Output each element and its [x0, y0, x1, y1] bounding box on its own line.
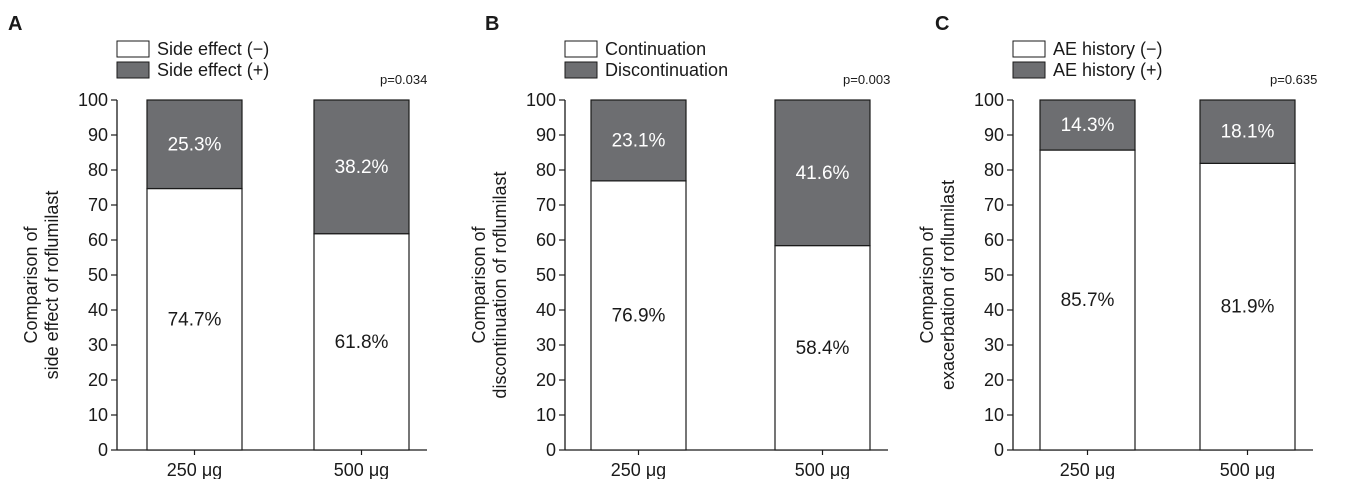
data-label: 58.4% [796, 338, 850, 359]
y-tick-label: 80 [88, 160, 108, 180]
y-tick-label: 100 [526, 90, 556, 110]
bar-segment [774, 245, 871, 451]
legend-label: Continuation [605, 39, 706, 59]
y-tick-label: 0 [994, 440, 1004, 460]
y-tick-label: 80 [984, 160, 1004, 180]
legend-swatch [116, 61, 150, 79]
p-value: p=0.003 [843, 72, 890, 87]
bar-segment [313, 233, 410, 451]
p-value: p=0.635 [1270, 72, 1317, 87]
y-tick-label: 90 [536, 125, 556, 145]
y-tick-label: 70 [536, 195, 556, 215]
y-tick-label: 40 [88, 300, 108, 320]
y-tick-label: 50 [536, 265, 556, 285]
panel-letter: A [8, 13, 22, 35]
y-tick-label: 90 [984, 125, 1004, 145]
legend-label: AE history (−) [1053, 39, 1163, 59]
legend-swatch [564, 61, 598, 79]
y-tick-label: 60 [88, 230, 108, 250]
x-tick-label: 500 μg [334, 460, 389, 479]
y-axis-title: Comparison ofexacerbation of roflumilast [917, 180, 958, 390]
data-label: 76.9% [612, 305, 666, 326]
y-tick-label: 10 [984, 405, 1004, 425]
bar-segment [146, 187, 243, 451]
y-axis-title-line: side effect of roflumilast [42, 191, 62, 380]
x-tick-label: 250 μg [611, 460, 666, 479]
legend-swatch [564, 40, 598, 58]
bar-segment [1039, 99, 1136, 151]
x-tick-label: 500 μg [1220, 460, 1275, 479]
y-tick-label: 0 [98, 440, 108, 460]
data-label: 74.7% [168, 309, 222, 330]
legend-label: Side effect (−) [157, 39, 269, 59]
bar-segment [590, 99, 687, 182]
data-label: 61.8% [335, 332, 389, 353]
y-tick-label: 60 [984, 230, 1004, 250]
data-label: 23.1% [612, 130, 666, 151]
y-tick-label: 30 [536, 335, 556, 355]
y-tick-label: 10 [88, 405, 108, 425]
y-tick-label: 50 [984, 265, 1004, 285]
legend-swatch [1012, 61, 1046, 79]
data-label: 25.3% [168, 134, 222, 155]
bar-segment [590, 180, 687, 451]
y-axis-title: Comparison ofdiscontinuation of roflumil… [469, 171, 510, 398]
legend-swatch [1012, 40, 1046, 58]
y-tick-label: 0 [546, 440, 556, 460]
y-tick-label: 20 [984, 370, 1004, 390]
y-axis-title-line: Comparison of [469, 225, 489, 343]
y-tick-label: 20 [536, 370, 556, 390]
legend-label: Side effect (+) [157, 60, 269, 80]
y-tick-label: 30 [984, 335, 1004, 355]
x-tick-label: 250 μg [167, 460, 222, 479]
bar-segment [1199, 99, 1296, 164]
y-tick-label: 70 [984, 195, 1004, 215]
panel-letter: B [485, 13, 499, 35]
x-tick-label: 250 μg [1060, 460, 1115, 479]
y-tick-label: 90 [88, 125, 108, 145]
y-tick-label: 20 [88, 370, 108, 390]
data-label: 38.2% [335, 157, 389, 178]
bar-segment [313, 99, 410, 235]
y-axis-title-line: discontinuation of roflumilast [490, 171, 510, 398]
bar-segment [1039, 149, 1136, 451]
y-axis-title-line: Comparison of [21, 225, 41, 343]
legend-label: Discontinuation [605, 60, 728, 80]
y-tick-label: 40 [536, 300, 556, 320]
p-value: p=0.034 [380, 72, 427, 87]
y-tick-label: 60 [536, 230, 556, 250]
y-tick-label: 30 [88, 335, 108, 355]
legend-label: AE history (+) [1053, 60, 1163, 80]
panel-letter: C [935, 13, 949, 35]
bar-segment [774, 99, 871, 247]
y-axis-title: Comparison ofside effect of roflumilast [21, 191, 62, 380]
y-tick-label: 80 [536, 160, 556, 180]
data-label: 81.9% [1221, 297, 1275, 318]
bar-segment [146, 99, 243, 190]
panel-a: A Side effect (−)Side effect (+) p=0.034 Co… [8, 13, 427, 479]
y-tick-label: 10 [536, 405, 556, 425]
y-axis-title-line: Comparison of [917, 225, 937, 343]
y-tick-label: 50 [88, 265, 108, 285]
bar-segment [1199, 162, 1296, 451]
data-label: 18.1% [1221, 122, 1275, 143]
y-axis-title-line: exacerbation of roflumilast [938, 180, 958, 390]
data-label: 41.6% [796, 163, 850, 184]
x-tick-label: 500 μg [795, 460, 850, 479]
y-tick-label: 70 [88, 195, 108, 215]
y-tick-label: 100 [974, 90, 1004, 110]
data-label: 14.3% [1061, 115, 1115, 136]
panel-c: C AE history (−)AE history (+) p=0.635 Comp… [917, 13, 1317, 479]
y-tick-label: 40 [984, 300, 1004, 320]
legend-swatch [116, 40, 150, 58]
y-tick-label: 100 [78, 90, 108, 110]
data-label: 85.7% [1061, 290, 1115, 311]
